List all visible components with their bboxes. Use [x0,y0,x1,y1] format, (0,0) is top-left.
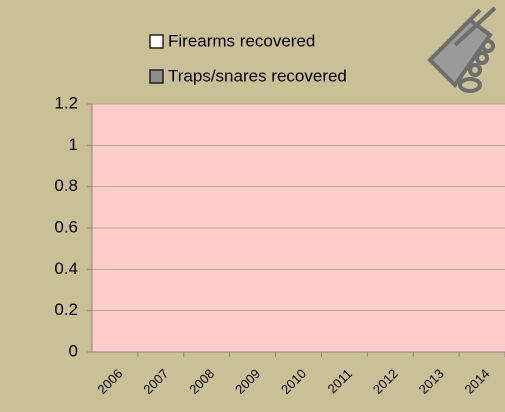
y-tick-label: 0 [69,341,78,360]
y-tick-label: 0.6 [54,217,78,236]
page: {"chart_data": {"type": "bar", "categori… [0,0,505,412]
y-tick-label: 0.4 [54,259,78,278]
legend-label: Traps/snares recovered [168,66,347,85]
legend-label: Firearms recovered [168,31,315,50]
y-tick-label: 1.2 [54,93,78,112]
legend-swatch [150,70,163,83]
y-tick-label: 1 [69,135,78,154]
legend-swatch [150,35,163,48]
y-tick-label: 0.8 [54,176,78,195]
chart: 00.20.40.60.811.220062007200820092010201… [0,0,505,412]
y-tick-label: 0.2 [54,300,78,319]
